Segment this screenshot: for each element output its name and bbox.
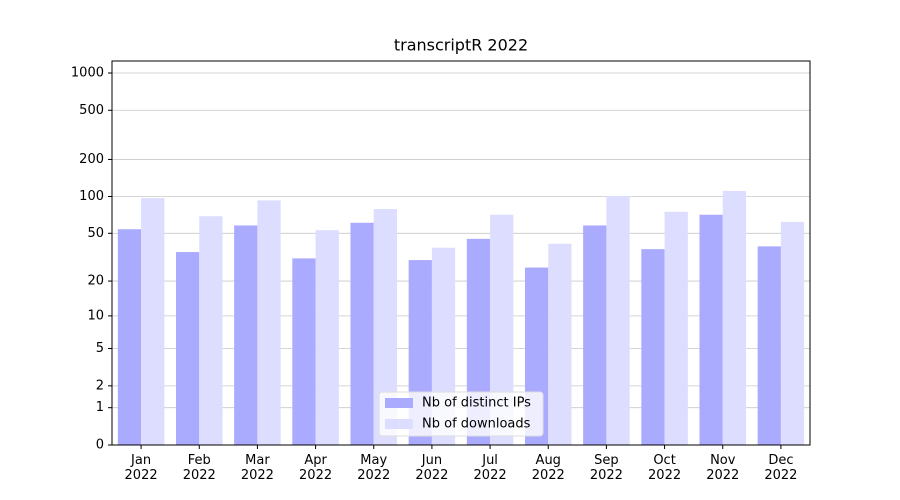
- bar: [315, 230, 339, 445]
- bar: [664, 211, 688, 445]
- x-tick-label: Sep 2022: [589, 453, 623, 483]
- x-tick-label: Feb 2022: [182, 453, 216, 483]
- x-tick-label: Oct 2022: [648, 453, 682, 483]
- bar: [490, 214, 514, 445]
- bar: [641, 249, 665, 445]
- legend-label: Nb of distinct IPs: [422, 396, 531, 411]
- y-tick-label: 1000: [71, 66, 104, 81]
- chart-title: transcriptR 2022: [394, 36, 528, 55]
- x-tick-label: Jun 2022: [415, 453, 449, 483]
- bar: [175, 252, 200, 445]
- legend-box: [378, 391, 544, 437]
- legend-swatch: [385, 398, 413, 408]
- bar: [199, 216, 223, 445]
- y-tick-label: 5: [96, 341, 104, 356]
- y-tick-label: 1: [96, 400, 104, 415]
- bar: [350, 222, 374, 445]
- x-tick-label: Aug 2022: [531, 453, 565, 483]
- bar: [257, 200, 281, 445]
- legend: Nb of distinct IPs Nb of downloads: [378, 391, 544, 437]
- y-tick-label: 10: [87, 308, 104, 323]
- bar: [722, 190, 747, 445]
- x-tick-label: Jan 2022: [124, 453, 158, 483]
- bar: [757, 246, 781, 445]
- bar: [117, 229, 142, 445]
- bar: [583, 225, 607, 445]
- x-tick-label: Apr 2022: [299, 453, 333, 483]
- bar: [141, 198, 165, 445]
- y-tick-label: 20: [87, 274, 104, 289]
- legend-label: Nb of downloads: [422, 417, 531, 432]
- bar: [606, 195, 630, 445]
- bar: [548, 243, 572, 445]
- y-tick-label: 100: [79, 189, 104, 204]
- x-tick-label: Mar 2022: [240, 453, 274, 483]
- bar: [699, 214, 723, 445]
- bar: [234, 225, 258, 445]
- x-tick-label: Jul 2022: [473, 453, 507, 483]
- plot-frame: [111, 60, 811, 446]
- x-tick-label: May 2022: [357, 453, 391, 483]
- x-tick-label: Dec 2022: [764, 453, 798, 483]
- bar: [292, 258, 316, 445]
- legend-swatch: [385, 419, 413, 429]
- bar: [780, 221, 805, 445]
- y-tick-label: 50: [87, 226, 104, 241]
- x-tick-label: Nov 2022: [706, 453, 740, 483]
- bar: [373, 209, 398, 445]
- y-tick-label: 2: [96, 378, 104, 393]
- y-tick-label: 500: [79, 103, 104, 118]
- y-tick-label: 0: [96, 438, 104, 453]
- y-tick-label: 200: [79, 152, 104, 167]
